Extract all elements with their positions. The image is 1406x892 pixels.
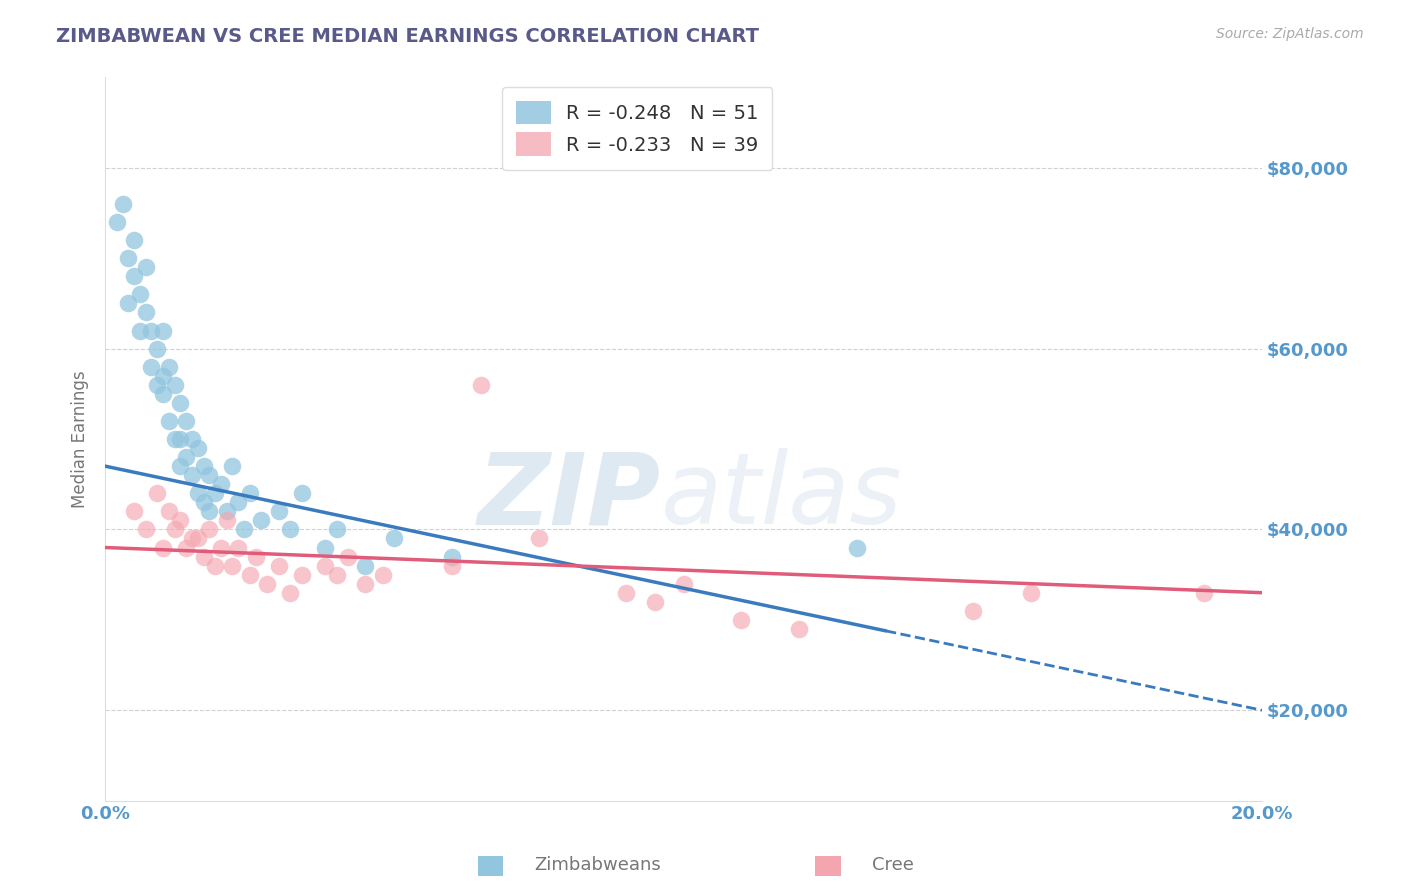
Point [384,532,406,546]
Text: Zimbabweans: Zimbabweans [534,856,661,874]
Point [169,432,191,446]
Text: atlas: atlas [661,449,903,545]
Point [174,541,197,555]
Point [122,233,145,247]
Text: Source: ZipAtlas.com: Source: ZipAtlas.com [1216,27,1364,41]
Point [204,558,226,573]
Point [122,504,145,518]
Point [174,450,197,464]
Point [209,541,232,555]
Text: Cree: Cree [872,856,914,874]
Point [730,613,752,627]
Point [152,324,174,338]
Point [152,541,174,555]
Point [256,576,278,591]
Point [354,558,377,573]
Point [169,513,191,527]
Point [1192,585,1215,599]
Point [221,558,243,573]
Point [193,549,215,564]
Point [291,486,314,500]
Point [846,541,869,555]
Point [129,287,152,301]
Point [614,585,637,599]
Point [226,541,249,555]
Point [135,305,157,319]
Point [226,495,249,509]
Legend: R = -0.248   N = 51, R = -0.233   N = 39: R = -0.248 N = 51, R = -0.233 N = 39 [502,87,772,169]
Text: ZIP: ZIP [478,449,661,545]
Point [527,532,550,546]
Point [233,523,256,537]
Point [146,342,169,356]
Point [962,604,984,618]
Point [221,459,243,474]
Y-axis label: Median Earnings: Median Earnings [72,370,89,508]
Point [169,459,191,474]
Point [441,549,464,564]
Point [239,486,262,500]
Point [181,432,204,446]
Point [204,486,226,500]
Point [141,359,163,374]
Point [209,477,232,491]
Point [187,486,209,500]
Point [163,377,186,392]
Point [146,377,169,392]
Point [787,622,810,636]
Point [441,558,464,573]
Point [337,549,360,564]
Point [135,523,157,537]
Point [198,504,221,518]
Point [314,541,336,555]
Point [672,576,695,591]
Point [193,459,215,474]
Point [169,396,191,410]
Point [239,567,262,582]
Point [644,595,666,609]
Point [181,468,204,483]
Point [1019,585,1042,599]
Point [152,368,174,383]
Point [122,269,145,284]
Point [174,414,197,428]
Point [187,532,209,546]
Point [157,359,180,374]
Point [250,513,273,527]
Point [117,296,139,310]
Point [193,495,215,509]
Point [215,513,238,527]
Point [215,504,238,518]
Text: ZIMBABWEAN VS CREE MEDIAN EARNINGS CORRELATION CHART: ZIMBABWEAN VS CREE MEDIAN EARNINGS CORRE… [56,27,759,45]
Point [278,585,301,599]
Point [181,532,204,546]
Point [152,387,174,401]
Point [354,576,377,591]
Point [245,549,267,564]
Point [291,567,314,582]
Point [325,523,347,537]
Point [198,468,221,483]
Point [105,215,128,229]
Point [163,523,186,537]
Point [157,414,180,428]
Point [267,504,290,518]
Point [278,523,301,537]
Point [470,377,492,392]
Point [141,324,163,338]
Point [325,567,347,582]
Point [129,324,152,338]
Point [371,567,394,582]
Point [135,260,157,275]
Point [111,197,134,211]
Point [157,504,180,518]
Point [314,558,336,573]
Point [163,432,186,446]
Point [198,523,221,537]
Point [117,252,139,266]
Point [187,441,209,455]
Point [267,558,290,573]
Point [146,486,169,500]
